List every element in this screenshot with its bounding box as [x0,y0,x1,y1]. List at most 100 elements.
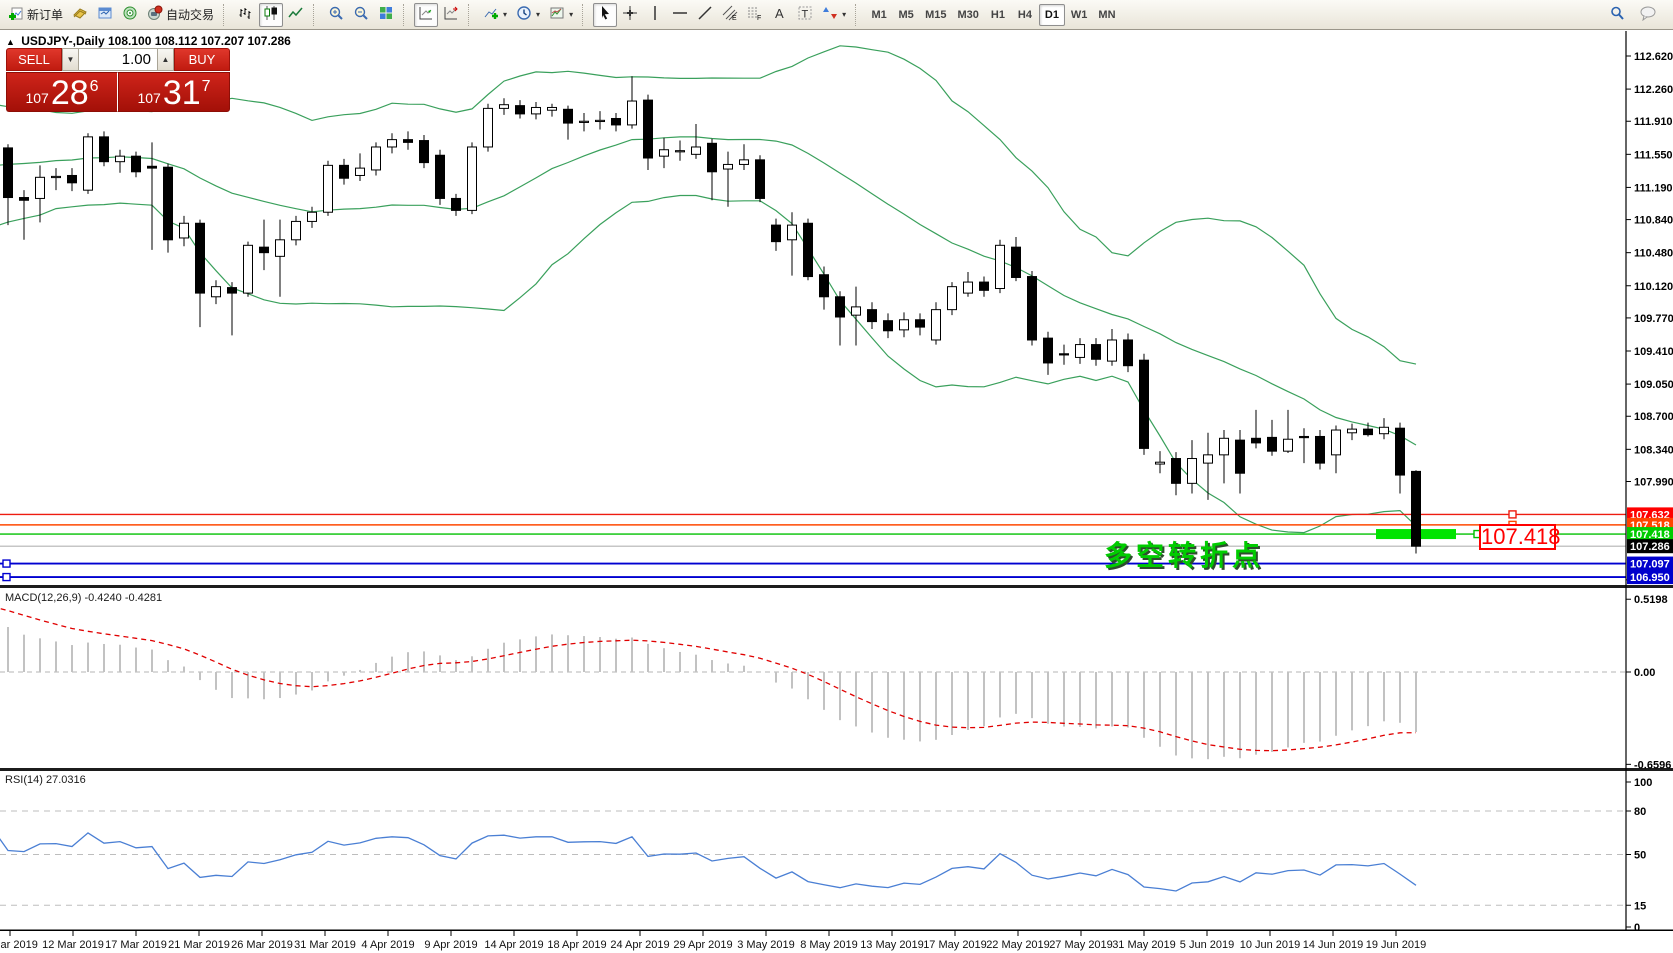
macd-scale[interactable]: 0.5198 0.00 -0.6596 [1626,594,1671,771]
channel-tool-button[interactable]: E [718,3,742,27]
buy-button[interactable]: BUY [174,48,230,71]
svg-text:107.286: 107.286 [1630,541,1670,553]
line-chart-icon [288,5,304,24]
hline-handle [2,559,11,568]
new-order-button[interactable]: 新订单 [4,3,67,27]
chart-shift-button[interactable] [439,3,463,27]
timeframe-m30-button[interactable]: M30 [957,8,979,21]
timeframe-m15-button[interactable]: M15 [925,8,947,21]
community-button[interactable] [118,3,142,27]
svg-text:22 May 2019: 22 May 2019 [986,939,1050,951]
price-callout-label[interactable]: 107.418 [1479,524,1561,550]
timeframe-m5-button[interactable]: M5 [898,8,914,21]
price-tag-107.418 [1627,527,1673,542]
buy-price-pip: 7 [201,78,211,95]
timeframe-h4-button[interactable]: H4 [1017,8,1032,21]
svg-text:19 Jun 2019: 19 Jun 2019 [1366,939,1427,951]
bar-chart-button[interactable] [234,3,258,27]
separator-macd-rsi [0,768,1673,771]
timeframe-d1-button[interactable]: D1 [1038,3,1065,26]
auto-scroll-button[interactable] [414,2,439,27]
vertical-line-tool-button[interactable] [643,3,667,27]
price-tag-107.097 [1627,556,1673,571]
arrows-tool-button[interactable]: ▾ [818,3,850,27]
candlestick-chart-icon [263,5,279,24]
svg-text:4 Apr 2019: 4 Apr 2019 [361,939,414,951]
dropdown-arrow-icon: ▾ [569,10,574,19]
volume-increase-button[interactable]: ▲ [157,48,174,71]
turning-point-annotation[interactable]: 多空转折点 [1104,540,1265,571]
horizontal-lines[interactable] [0,510,1626,582]
separator-rsi-dates [0,929,1673,931]
volume-decrease-button[interactable]: ▼ [62,48,79,71]
symbol-period-title: USDJPY-,Daily [21,34,105,48]
text-label-tool-button[interactable]: T [793,3,817,27]
timeframe-w1-button[interactable]: W1 [1070,8,1088,21]
trendline-tool-button[interactable] [693,3,717,27]
text-tool-button[interactable]: A [768,3,792,27]
zoom-out-button[interactable] [349,3,373,27]
candlestick-chart-button[interactable] [259,2,284,27]
tickets-button[interactable] [68,3,92,27]
chart-background [0,30,1673,953]
rsi-scale[interactable]: 100 80 50 15 0 [1626,777,1652,934]
chart-area[interactable]: 112.620 112.260 111.910 111.550 111.190 110.8… [0,30,1673,953]
sell-button[interactable]: SELL [6,48,62,71]
trendline-icon [697,5,713,24]
macd-signal [0,607,1417,752]
svg-text:50: 50 [1634,850,1646,862]
text-label-icon: T [797,5,813,24]
macd-histogram [7,626,1417,760]
zoom-in-button[interactable] [324,3,348,27]
tile-windows-button[interactable] [374,3,398,27]
svg-text:5 Jun 2019: 5 Jun 2019 [1180,939,1234,951]
horizontal-line-icon [672,5,688,24]
panel-frame [0,31,1673,931]
timeframe-h1-button[interactable]: H1 [990,8,1005,21]
price-tag-107.286 [1627,539,1673,554]
svg-text:26 Mar 2019: 26 Mar 2019 [231,939,293,951]
line-chart-button[interactable] [284,3,308,27]
zoom-in-icon [328,5,344,24]
svg-text:109.770: 109.770 [1634,313,1673,325]
svg-text:108.700: 108.700 [1634,411,1673,423]
toolbar-separator [468,3,475,26]
cursor-tool-button[interactable] [593,2,618,27]
svg-text:106.950: 106.950 [1630,572,1670,584]
svg-text:110.840: 110.840 [1634,215,1673,227]
svg-text:100: 100 [1634,777,1652,789]
sell-price-main: 28 [50,74,89,112]
chart-window-title: ▲ USDJPY-,Daily 108.100 108.112 107.207 … [6,34,291,48]
zoom-out-icon [353,5,369,24]
timeframe-mn-button[interactable]: MN [1098,8,1116,21]
sell-price-button[interactable]: 107 28 6 [6,72,118,112]
templates-button[interactable]: ▾ [545,3,577,27]
crosshair-tool-button[interactable] [618,3,642,27]
chat-button[interactable] [1635,3,1661,27]
svg-text:15: 15 [1634,900,1646,912]
fibonacci-tool-button[interactable]: F [743,3,767,27]
price-scale[interactable]: 112.620 112.260 111.910 111.550 111.190 110.8… [1626,51,1673,587]
svg-text:21 Mar 2019: 21 Mar 2019 [168,939,230,951]
periods-button[interactable]: ▾ [512,3,544,27]
search-button[interactable] [1605,3,1629,27]
toolbar-separator [855,3,862,26]
svg-text:107.990: 107.990 [1634,476,1673,488]
svg-text:12 Mar 2019: 12 Mar 2019 [42,939,104,951]
one-click-trading-panel: SELL ▼ 1.00 ▲ BUY 107 28 6 107 31 7 [6,48,230,112]
rsi-panel[interactable] [0,810,1626,906]
search-icon [1609,5,1625,24]
rsi-indicator-label: RSI(14) 27.0316 [5,774,86,786]
volume-input[interactable]: 1.00 [79,48,157,71]
timeframe-m1-button[interactable]: M1 [871,8,887,21]
buy-price-button[interactable]: 107 31 7 [118,72,230,112]
dropdown-arrow-icon: ▾ [536,10,541,19]
indicators-button[interactable]: ▾ [479,3,511,27]
svg-text:110.480: 110.480 [1634,248,1673,260]
autotrading-button[interactable]: 自动交易 [143,3,218,27]
svg-text:108.340: 108.340 [1634,444,1673,456]
profiles-button[interactable] [93,3,117,27]
svg-text:14 Jun 2019: 14 Jun 2019 [1303,939,1364,951]
horizontal-line-tool-button[interactable] [668,3,692,27]
